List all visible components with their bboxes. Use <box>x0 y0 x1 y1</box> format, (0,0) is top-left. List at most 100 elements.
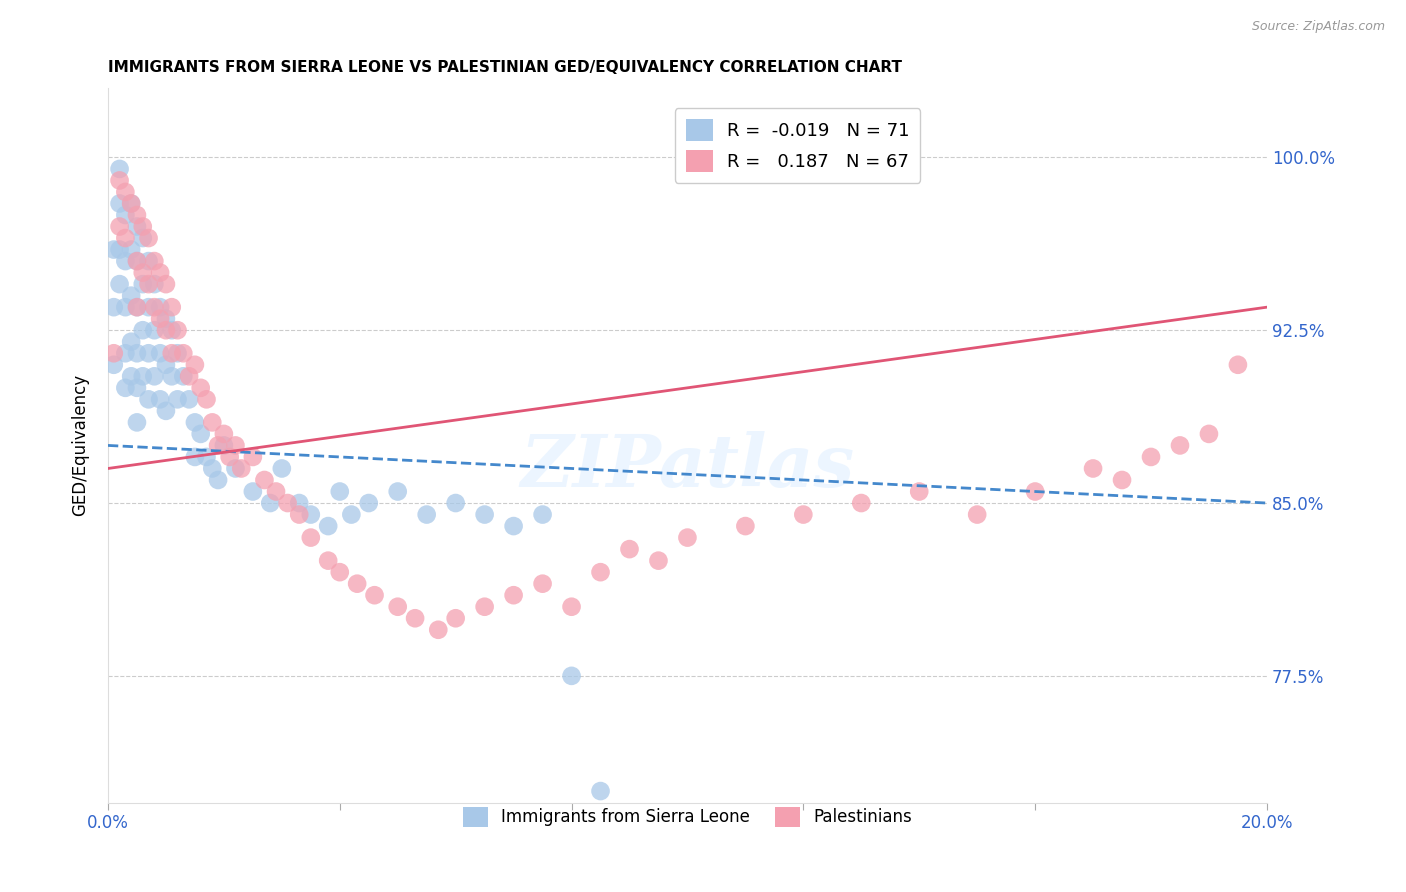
Point <box>207 438 229 452</box>
Point <box>316 554 339 568</box>
Point <box>589 565 612 579</box>
Point <box>184 416 207 430</box>
Point <box>201 461 224 475</box>
Point <box>619 542 641 557</box>
Point <box>125 254 148 268</box>
Point <box>132 277 155 292</box>
Point <box>172 369 194 384</box>
Point <box>179 369 201 384</box>
Y-axis label: GED/Equivalency: GED/Equivalency <box>72 375 89 516</box>
Text: ZIPatlas: ZIPatlas <box>520 432 855 502</box>
Point <box>1198 426 1220 441</box>
Point <box>792 508 814 522</box>
Point <box>138 392 160 407</box>
Point <box>149 266 172 280</box>
Point <box>114 185 136 199</box>
Point <box>149 346 172 360</box>
Point <box>149 300 172 314</box>
Point <box>120 243 142 257</box>
Point <box>143 323 166 337</box>
Point <box>132 323 155 337</box>
Point <box>132 266 155 280</box>
Point <box>114 381 136 395</box>
Point <box>108 219 131 234</box>
Point <box>172 346 194 360</box>
Point <box>103 300 125 314</box>
Point <box>676 531 699 545</box>
Point <box>1111 473 1133 487</box>
Point <box>253 473 276 487</box>
Point <box>138 346 160 360</box>
Point <box>120 196 142 211</box>
Point <box>444 496 467 510</box>
Point <box>1140 450 1163 464</box>
Point <box>166 392 188 407</box>
Point <box>264 484 287 499</box>
Text: Source: ZipAtlas.com: Source: ZipAtlas.com <box>1251 20 1385 33</box>
Point <box>561 669 583 683</box>
Point <box>132 369 155 384</box>
Point <box>155 358 177 372</box>
Point <box>166 323 188 337</box>
Point <box>387 484 409 499</box>
Point <box>120 369 142 384</box>
Point <box>114 208 136 222</box>
Point <box>647 554 669 568</box>
Point <box>212 438 235 452</box>
Point <box>103 346 125 360</box>
Point <box>1081 461 1104 475</box>
Point <box>589 784 612 798</box>
Point <box>143 369 166 384</box>
Point <box>288 508 311 522</box>
Point <box>125 416 148 430</box>
Point <box>155 404 177 418</box>
Point <box>444 611 467 625</box>
Point <box>114 231 136 245</box>
Point <box>340 508 363 522</box>
Point <box>190 426 212 441</box>
Point <box>329 484 352 499</box>
Point <box>149 311 172 326</box>
Point <box>138 277 160 292</box>
Point <box>125 208 148 222</box>
Point <box>114 254 136 268</box>
Point <box>346 576 368 591</box>
Point <box>138 300 160 314</box>
Point <box>224 461 246 475</box>
Point <box>531 508 554 522</box>
Point <box>160 346 183 360</box>
Point <box>120 334 142 349</box>
Point <box>474 508 496 522</box>
Point <box>125 381 148 395</box>
Point <box>108 277 131 292</box>
Point <box>201 416 224 430</box>
Text: IMMIGRANTS FROM SIERRA LEONE VS PALESTINIAN GED/EQUIVALENCY CORRELATION CHART: IMMIGRANTS FROM SIERRA LEONE VS PALESTIN… <box>108 60 903 75</box>
Point <box>212 426 235 441</box>
Point <box>103 358 125 372</box>
Point <box>108 196 131 211</box>
Point <box>120 288 142 302</box>
Point <box>108 161 131 176</box>
Point <box>155 323 177 337</box>
Point <box>114 300 136 314</box>
Point <box>316 519 339 533</box>
Point <box>1226 358 1249 372</box>
Legend: Immigrants from Sierra Leone, Palestinians: Immigrants from Sierra Leone, Palestinia… <box>456 800 918 833</box>
Point <box>966 508 988 522</box>
Point <box>502 519 524 533</box>
Point <box>259 496 281 510</box>
Point <box>143 277 166 292</box>
Point <box>184 450 207 464</box>
Point <box>1024 484 1046 499</box>
Point <box>155 311 177 326</box>
Point <box>415 508 437 522</box>
Point <box>155 277 177 292</box>
Point <box>138 231 160 245</box>
Point <box>231 461 253 475</box>
Point <box>357 496 380 510</box>
Point <box>474 599 496 614</box>
Point <box>166 346 188 360</box>
Point <box>224 438 246 452</box>
Point <box>734 519 756 533</box>
Point <box>387 599 409 614</box>
